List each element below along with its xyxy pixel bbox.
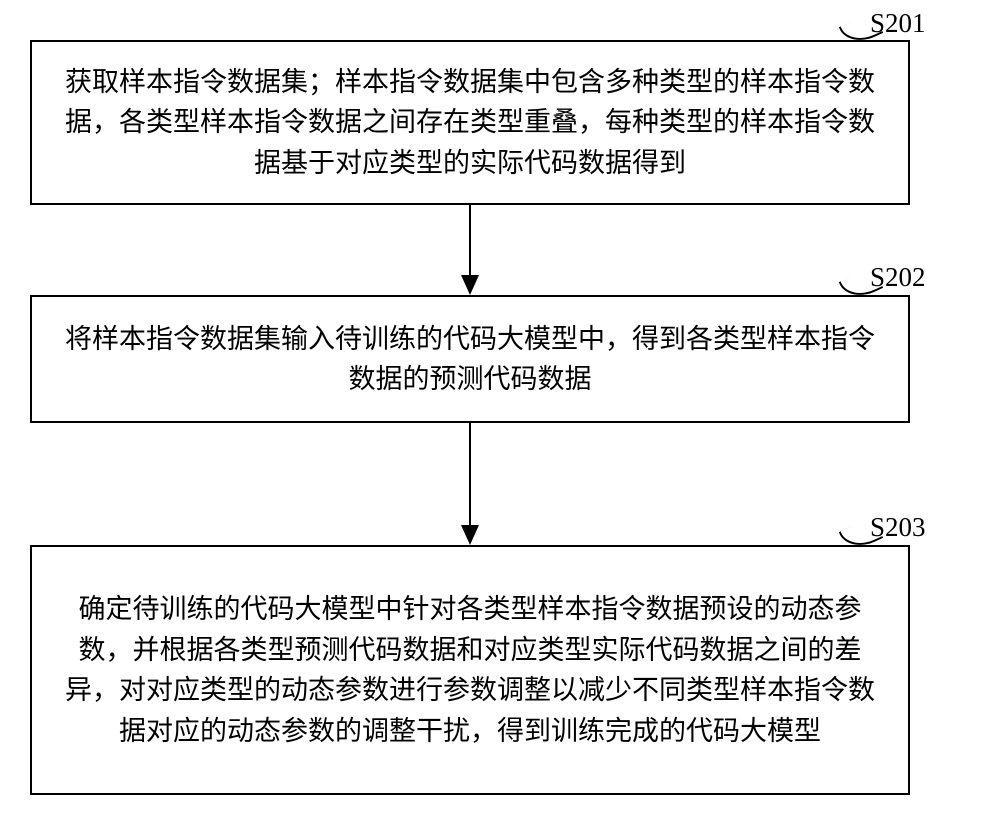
flow-arrow-2: [450, 423, 490, 545]
flow-step-text: 将样本指令数据集输入待训练的代码大模型中，得到各类型样本指令数据的预测代码数据: [32, 311, 908, 408]
flow-step-s202: 将样本指令数据集输入待训练的代码大模型中，得到各类型样本指令数据的预测代码数据: [30, 295, 910, 423]
flow-step-s201: 获取样本指令数据集；样本指令数据集中包含多种类型的样本指令数据，各类型样本指令数…: [30, 40, 910, 205]
flowchart-canvas: S201 S202 S203 获取样本指令数据集；样本指令数据集中包含多种类型的…: [0, 0, 1000, 825]
flow-step-text: 获取样本指令数据集；样本指令数据集中包含多种类型的样本指令数据，各类型样本指令数…: [32, 54, 908, 192]
flow-step-text: 确定待训练的代码大模型中针对各类型样本指令数据预设的动态参数，并根据各类型预测代…: [32, 581, 908, 759]
flow-step-s203: 确定待训练的代码大模型中针对各类型样本指令数据预设的动态参数，并根据各类型预测代…: [30, 545, 910, 795]
flow-arrow-1: [450, 205, 490, 295]
